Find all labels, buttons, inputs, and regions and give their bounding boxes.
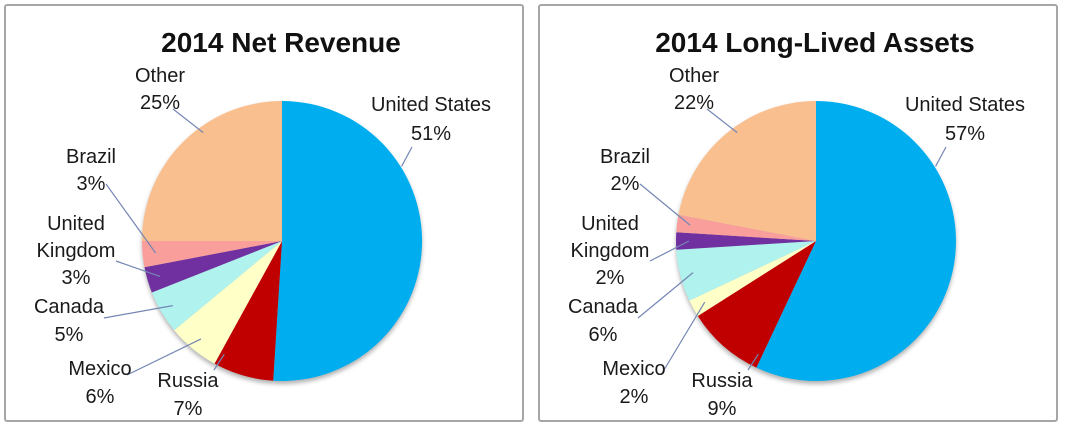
pie-slice-mexico	[689, 241, 816, 317]
slice-label-united-kingdom: United	[581, 213, 639, 235]
slice-label-canada: 5%	[55, 324, 84, 346]
slice-label-united-states: United States	[371, 94, 491, 116]
pie-slices	[676, 101, 956, 381]
pie-slice-brazil	[676, 214, 816, 241]
slice-label-other: Other	[135, 65, 185, 87]
net-revenue-chart-panel: 2014 Net Revenue United States 51% Russia 7…	[4, 4, 524, 422]
pie-slice-brazil	[142, 241, 282, 268]
slice-label-brazil: 2%	[611, 173, 640, 195]
slice-label-united-states: 51%	[411, 123, 451, 145]
slice-label-other: 22%	[674, 92, 714, 114]
leader-line-brazil	[639, 183, 691, 226]
leader-line-mexico	[126, 338, 202, 376]
leader-line-other	[706, 108, 738, 134]
pie-chart-long-lived-assets: 2014 Long-Lived Assets United States 57% R…	[538, 4, 1058, 422]
leader-line-united-states	[935, 146, 947, 167]
leader-line-canada	[637, 272, 694, 319]
slice-label-canada: 6%	[589, 324, 618, 346]
pie-slice-canada	[676, 241, 816, 301]
leader-line-mexico	[660, 301, 706, 376]
pie-labels: United States 51% Russia 7% Mexico 6% Canada 5%…	[34, 65, 491, 420]
long-lived-assets-chart-panel: 2014 Long-Lived Assets United States 57% R…	[538, 4, 1058, 422]
slice-label-united-kingdom: 2%	[596, 267, 625, 289]
leader-line-united-kingdom	[649, 240, 690, 262]
slice-label-canada: Canada	[34, 296, 105, 318]
slice-label-mexico: Mexico	[68, 358, 131, 380]
slice-label-brazil: Brazil	[600, 146, 650, 168]
slice-label-united-kingdom: United	[47, 213, 105, 235]
slice-label-russia: 7%	[174, 398, 203, 420]
pie-slice-canada	[151, 241, 282, 331]
leader-line-russia	[747, 353, 759, 371]
slice-label-united-kingdom: Kingdom	[37, 240, 116, 262]
pie-chart-net-revenue: 2014 Net Revenue United States 51% Russia 7…	[4, 4, 524, 422]
pie-slice-mexico	[174, 241, 282, 364]
leader-line-russia	[213, 353, 225, 371]
pie-slice-other	[142, 101, 282, 241]
leader-line-brazil	[105, 183, 157, 254]
leader-line-united-kingdom	[115, 260, 161, 277]
leader-line-canada	[103, 305, 173, 319]
leader-line-united-states	[401, 146, 413, 167]
slice-label-united-kingdom: Kingdom	[571, 240, 650, 262]
slice-label-russia: 9%	[708, 398, 737, 420]
pie-slice-united-states	[273, 100, 423, 381]
leader-line-other	[172, 108, 204, 134]
slice-label-united-states: 57%	[945, 123, 985, 145]
slice-label-mexico: 6%	[86, 386, 115, 408]
pie-slice-united-kingdom	[144, 241, 282, 293]
slice-label-united-kingdom: 3%	[62, 267, 91, 289]
pie-slice-other	[678, 101, 816, 241]
slice-label-mexico: Mexico	[602, 358, 665, 380]
pie-slice-united-kingdom	[676, 232, 816, 250]
pie-slices	[142, 100, 423, 381]
slice-label-other: 25%	[140, 92, 180, 114]
pie-slice-russia	[214, 241, 282, 381]
pie-slice-russia	[697, 241, 816, 368]
slice-label-united-states: United States	[905, 94, 1025, 116]
slice-label-other: Other	[669, 65, 719, 87]
slice-label-mexico: 2%	[620, 386, 649, 408]
slice-label-brazil: 3%	[77, 173, 106, 195]
chart-title: 2014 Long-Lived Assets	[655, 27, 975, 58]
slice-label-russia: Russia	[157, 370, 219, 392]
chart-title: 2014 Net Revenue	[161, 27, 401, 58]
pie-slice-united-states	[756, 101, 956, 381]
pie-labels: United States 57% Russia 9% Mexico 2% Canada 6%…	[568, 65, 1025, 420]
slice-label-brazil: Brazil	[66, 146, 116, 168]
slice-label-russia: Russia	[691, 370, 753, 392]
slice-label-canada: Canada	[568, 296, 639, 318]
